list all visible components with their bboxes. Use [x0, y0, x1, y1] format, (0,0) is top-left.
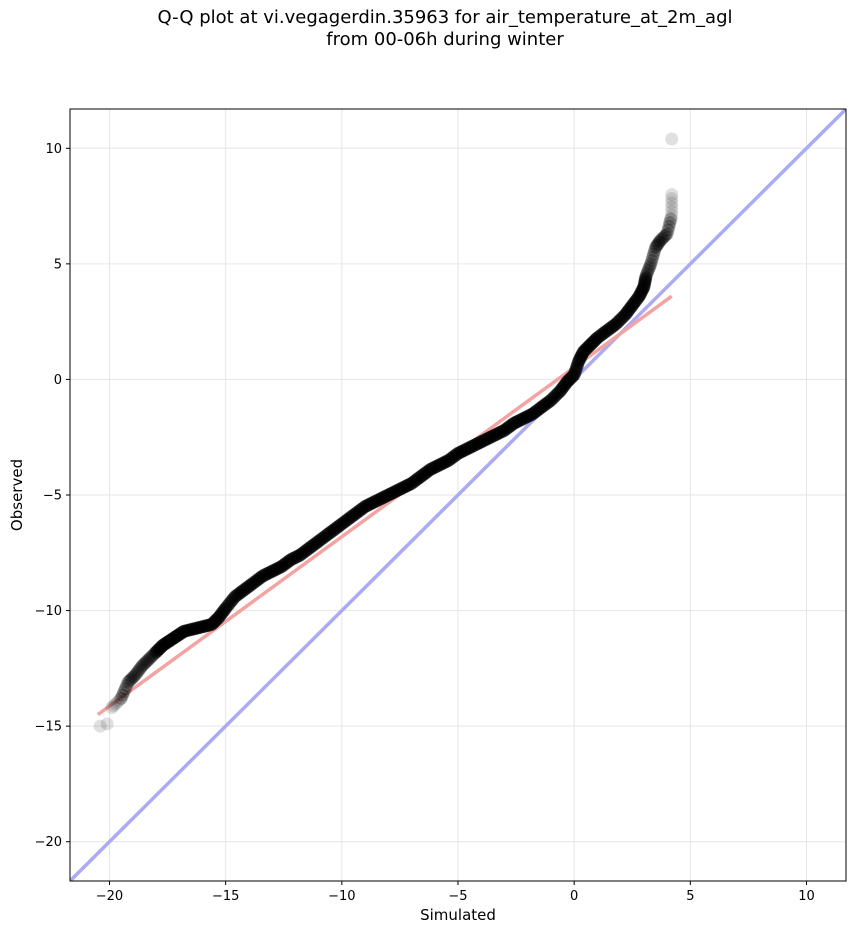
y-tick-label: −20	[35, 835, 62, 850]
qq-point	[135, 659, 149, 673]
qq-point	[665, 208, 679, 222]
qq-point	[665, 200, 679, 214]
qq-point	[651, 237, 665, 251]
qq-point	[128, 668, 142, 682]
x-axis-label: Simulated	[420, 906, 496, 924]
qq-point	[665, 188, 679, 202]
y-tick-label: −10	[35, 604, 62, 619]
qq-point	[653, 234, 667, 248]
x-tick-label: −15	[212, 889, 239, 904]
qq-point	[665, 196, 679, 210]
qq-point	[641, 264, 655, 278]
qq-point	[132, 663, 146, 677]
qq-point	[134, 661, 148, 675]
qq-point	[110, 695, 124, 709]
qq-point	[648, 244, 662, 258]
qq-point	[138, 656, 152, 670]
qq-point	[665, 132, 679, 146]
qq-point	[643, 259, 657, 273]
qq-point	[116, 688, 130, 702]
qq-point	[93, 719, 107, 733]
qq-point	[127, 670, 141, 684]
qq-point	[105, 701, 119, 715]
y-tick-label: 5	[54, 257, 62, 272]
qq-point	[131, 665, 145, 679]
qq-point	[652, 235, 666, 249]
x-tick-label: 0	[570, 889, 578, 904]
qq-point	[660, 227, 674, 241]
qq-point	[136, 658, 150, 672]
qq-point	[665, 204, 679, 218]
x-tick-label: −10	[328, 889, 355, 904]
x-tick-label: −20	[96, 889, 123, 904]
qq-point	[657, 230, 671, 244]
qq-point	[655, 232, 669, 246]
ticks: −20 −15 −10 −5 0 5 10 −20 −15 −10 −5 0 5 10	[35, 142, 815, 904]
qq-point	[648, 241, 662, 255]
y-tick-label: −15	[35, 720, 62, 735]
x-tick-label: −5	[448, 889, 467, 904]
qq-point	[141, 653, 155, 667]
qq-point	[118, 682, 132, 696]
qq-point	[117, 685, 131, 699]
y-tick-label: 10	[45, 142, 62, 157]
y-tick-label: 0	[54, 373, 62, 388]
qq-point	[659, 228, 673, 242]
qq-point	[656, 231, 670, 245]
qq-point	[124, 672, 138, 686]
qq-point	[112, 693, 126, 707]
qq-point	[107, 699, 121, 713]
qq-point	[121, 675, 135, 689]
qq-point	[664, 212, 678, 226]
y-axis-label: Observed	[8, 459, 26, 531]
qq-point	[639, 271, 653, 285]
qq-point	[644, 257, 658, 271]
y-tick-label: −5	[43, 489, 62, 504]
qq-point	[663, 216, 677, 230]
qq-point	[109, 697, 123, 711]
qq-point	[639, 268, 653, 282]
qq-point	[650, 238, 664, 252]
chart-title-line2: from 00-06h during winter	[326, 29, 564, 50]
qq-point	[114, 691, 128, 705]
x-tick-label: 10	[798, 889, 815, 904]
qq-point	[120, 678, 134, 692]
qq-point	[139, 655, 153, 669]
qq-point	[662, 219, 676, 233]
qq-point	[129, 666, 143, 680]
identity-line	[70, 109, 846, 881]
x-tick-label: 5	[686, 889, 694, 904]
qq-point	[125, 671, 139, 685]
qq-point	[642, 261, 656, 275]
qq-point	[665, 192, 679, 206]
points	[93, 132, 679, 733]
chart-title-line1: Q-Q plot at vi.vegagerdin.35963 for air_…	[157, 7, 733, 28]
qq-point	[640, 266, 654, 280]
qq-point	[647, 247, 661, 261]
qq-point	[649, 239, 663, 253]
qq-point	[661, 223, 675, 237]
qq-point	[122, 674, 136, 688]
qq-point	[646, 250, 660, 264]
qq-point	[645, 254, 659, 268]
qq-point	[100, 717, 114, 731]
